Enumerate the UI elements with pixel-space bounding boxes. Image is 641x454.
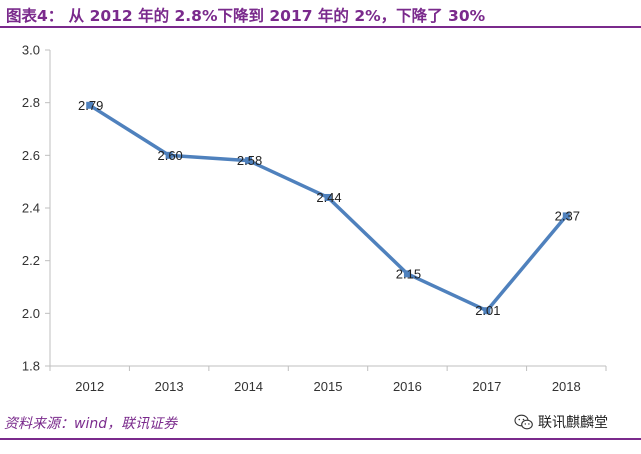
data-label: 2.79	[78, 98, 103, 113]
x-tick-label: 2018	[552, 379, 581, 394]
x-tick-label: 2017	[472, 379, 501, 394]
data-point-marker	[324, 193, 332, 201]
data-labels: 2.79 2.60 2.58 2.44 2.15 2.01 2.37	[78, 98, 580, 318]
y-tick-label: 3.0	[22, 43, 40, 58]
watermark: 联讯麒麟堂	[514, 412, 608, 432]
x-tick-label: 2014	[234, 379, 263, 394]
wechat-icon	[514, 414, 533, 430]
series-polyline	[87, 103, 569, 313]
x-axis: 2012 2013 2014 2015 2016 2017 2018	[49, 365, 607, 394]
data-label: 2.01	[475, 303, 500, 318]
y-tick-label: 2.8	[22, 95, 40, 110]
data-point-marker	[245, 157, 253, 165]
y-tick-label: 2.4	[22, 201, 40, 216]
data-point-marker	[403, 270, 411, 278]
y-tick-label: 1.8	[22, 359, 40, 374]
series-line	[86, 101, 570, 315]
data-label: 2.37	[555, 208, 580, 223]
figure-title: 图表4： 从 2012 年的 2.8%下降到 2017 年的 2%，下降了 30…	[6, 7, 486, 25]
data-label: 2.44	[316, 190, 341, 205]
data-point-marker	[483, 307, 491, 315]
x-tick-label: 2013	[155, 379, 184, 394]
x-tick-label: 2015	[314, 379, 343, 394]
x-tick-label: 2012	[75, 379, 104, 394]
x-tick-label: 2016	[393, 379, 422, 394]
bottom-divider	[0, 438, 641, 440]
title-divider	[0, 26, 641, 28]
data-point-marker	[165, 151, 173, 159]
source-note: 资料来源：wind，联讯证券	[4, 416, 178, 432]
data-point-marker	[562, 212, 570, 220]
y-tick-label: 2.2	[22, 253, 40, 268]
y-axis: 1.8 2.0 2.2 2.4 2.6 2.8 3.0	[22, 43, 51, 374]
y-tick-label: 2.6	[22, 148, 40, 163]
watermark-text: 联讯麒麟堂	[538, 415, 608, 431]
y-tick-label: 2.0	[22, 306, 40, 321]
data-label: 2.15	[396, 266, 421, 281]
data-point-marker	[86, 101, 94, 109]
data-label: 2.60	[157, 148, 182, 163]
data-label: 2.58	[237, 153, 262, 168]
